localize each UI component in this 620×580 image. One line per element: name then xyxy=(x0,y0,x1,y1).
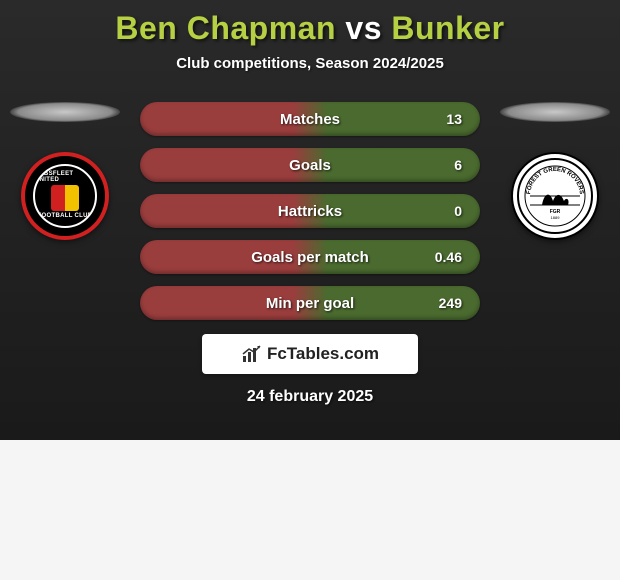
stat-label: Matches xyxy=(280,111,340,128)
crest-left-bottom-text: FOOTBALL CLUB xyxy=(38,213,93,219)
crest-right-inner: FOREST GREEN ROVERS FGR 1889 xyxy=(517,158,593,234)
title-player1: Ben Chapman xyxy=(115,10,336,46)
stat-label: Min per goal xyxy=(266,295,354,312)
club-crest-right: FOREST GREEN ROVERS FGR 1889 xyxy=(511,152,599,240)
stat-label: Goals xyxy=(289,157,331,174)
title-player2: Bunker xyxy=(391,10,504,46)
subtitle: Club competitions, Season 2024/2025 xyxy=(0,55,620,72)
crest-left-inner: EBBSFLEET UNITED FOOTBALL CLUB xyxy=(33,164,97,228)
stats-column: Matches 13 Goals 6 Hattricks 0 Goals per… xyxy=(125,102,495,320)
stat-label: Hattricks xyxy=(278,203,342,220)
crest-right-graphic-icon: FOREST GREEN ROVERS FGR 1889 xyxy=(520,161,590,231)
crest-left-top-text: EBBSFLEET UNITED xyxy=(35,171,95,183)
stat-right-value: 13 xyxy=(446,111,462,127)
left-column: EBBSFLEET UNITED FOOTBALL CLUB xyxy=(5,102,125,240)
stat-row-hattricks: Hattricks 0 xyxy=(140,194,480,228)
svg-text:1889: 1889 xyxy=(551,215,561,220)
player-comparison-infographic: Ben Chapman vs Bunker Club competitions,… xyxy=(0,0,620,440)
stat-right-value: 6 xyxy=(454,157,462,173)
chart-icon xyxy=(241,344,263,364)
title-vs: vs xyxy=(345,10,382,46)
club-crest-left: EBBSFLEET UNITED FOOTBALL CLUB xyxy=(21,152,109,240)
brand-box: FcTables.com xyxy=(202,334,418,374)
brand-text: FcTables.com xyxy=(267,344,379,364)
crest-left-shield-icon xyxy=(51,185,79,211)
player-shadow-right xyxy=(500,102,610,122)
date-text: 24 february 2025 xyxy=(0,388,620,406)
content-row: EBBSFLEET UNITED FOOTBALL CLUB Matches 1… xyxy=(0,102,620,320)
comparison-title: Ben Chapman vs Bunker xyxy=(0,0,620,47)
stat-row-goals: Goals 6 xyxy=(140,148,480,182)
stat-right-value: 249 xyxy=(439,295,462,311)
stat-row-matches: Matches 13 xyxy=(140,102,480,136)
stat-label: Goals per match xyxy=(251,249,369,266)
right-column: FOREST GREEN ROVERS FGR 1889 xyxy=(495,102,615,240)
stat-right-value: 0 xyxy=(454,203,462,219)
stat-row-mpg: Min per goal 249 xyxy=(140,286,480,320)
stat-right-value: 0.46 xyxy=(435,249,462,265)
stat-row-gpm: Goals per match 0.46 xyxy=(140,240,480,274)
player-shadow-left xyxy=(10,102,120,122)
